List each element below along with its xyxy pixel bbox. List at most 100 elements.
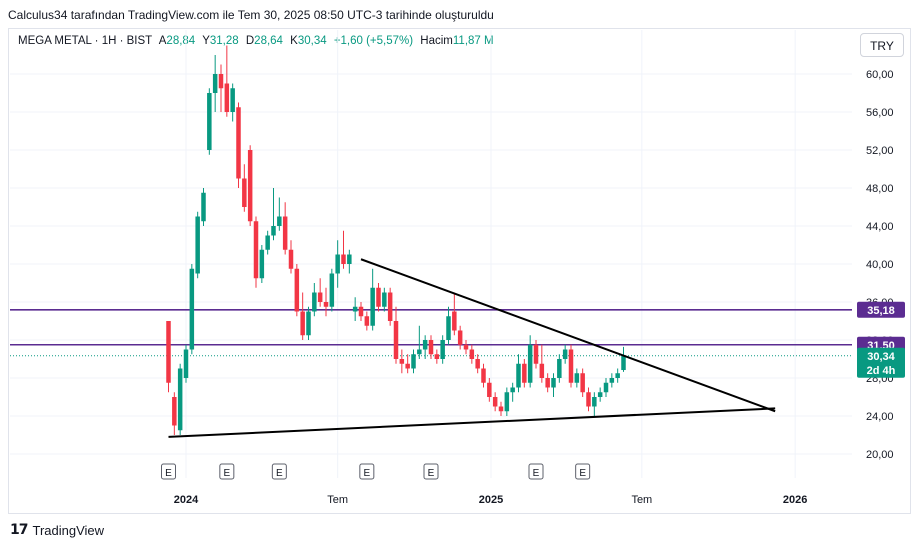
- candle-body[interactable]: [183, 349, 189, 379]
- y-tick-label: 60,00: [866, 69, 894, 81]
- candle-body[interactable]: [212, 74, 218, 93]
- candle-body[interactable]: [545, 378, 550, 388]
- earnings-marker-icon[interactable]: [423, 463, 439, 480]
- earnings-marker-label: E: [363, 468, 370, 479]
- candle-body[interactable]: [230, 88, 235, 112]
- candle-body[interactable]: [469, 349, 475, 360]
- candle-body[interactable]: [393, 321, 399, 359]
- candle-body[interactable]: [317, 292, 323, 303]
- candle-body[interactable]: [592, 397, 597, 407]
- candle-body[interactable]: [352, 306, 358, 312]
- trendline[interactable]: [168, 407, 776, 438]
- candle-body[interactable]: [568, 349, 574, 383]
- candle-body[interactable]: [504, 392, 510, 412]
- candle-body[interactable]: [247, 150, 253, 222]
- candle-body[interactable]: [341, 254, 346, 265]
- currency-button[interactable]: TRY: [860, 33, 904, 57]
- candle-body[interactable]: [265, 235, 270, 250]
- candle-body[interactable]: [358, 306, 364, 317]
- candle-body[interactable]: [288, 249, 294, 269]
- candle-body[interactable]: [446, 316, 451, 340]
- candle-body[interactable]: [294, 268, 300, 312]
- earnings-marker-icon[interactable]: [271, 463, 287, 480]
- candle-body[interactable]: [312, 292, 317, 312]
- candle-body[interactable]: [597, 392, 603, 397]
- candle-body[interactable]: [481, 368, 486, 383]
- x-tick-label: Tem: [631, 494, 652, 506]
- candle-body[interactable]: [207, 93, 212, 150]
- candle-body[interactable]: [376, 287, 381, 307]
- candle-body[interactable]: [382, 292, 387, 307]
- y-tick-label: 40,00: [866, 259, 894, 271]
- candle-body[interactable]: [201, 192, 206, 222]
- tradingview-brand: TradingView: [32, 522, 105, 538]
- candle-body[interactable]: [557, 359, 562, 378]
- candle-body[interactable]: [277, 216, 282, 227]
- candle-body[interactable]: [440, 340, 445, 359]
- candle-body[interactable]: [580, 373, 585, 393]
- candle-body[interactable]: [522, 363, 527, 383]
- candle-body[interactable]: [434, 354, 440, 359]
- candle-body[interactable]: [463, 344, 469, 350]
- trendline[interactable]: [360, 258, 776, 413]
- candle-body[interactable]: [177, 368, 183, 431]
- candle-body[interactable]: [551, 378, 556, 388]
- candle-body[interactable]: [347, 254, 352, 265]
- candle-body[interactable]: [387, 292, 393, 322]
- candle-body[interactable]: [364, 316, 370, 326]
- candle-body[interactable]: [218, 74, 224, 89]
- candle-body[interactable]: [516, 363, 521, 388]
- candle-body[interactable]: [242, 178, 247, 208]
- earnings-marker-icon[interactable]: [161, 463, 176, 480]
- candle-body[interactable]: [475, 359, 480, 369]
- tradingview-footer[interactable]: 17 TradingView: [10, 522, 104, 538]
- high-value: 31,28: [209, 35, 239, 47]
- candle-body[interactable]: [527, 344, 533, 383]
- candle-body[interactable]: [282, 216, 288, 250]
- earnings-marker-icon[interactable]: [219, 463, 235, 480]
- candle-body[interactable]: [603, 382, 609, 393]
- earnings-marker-icon[interactable]: [359, 463, 375, 480]
- candle-body[interactable]: [236, 107, 241, 179]
- candle-body[interactable]: [166, 321, 171, 383]
- candle-body[interactable]: [562, 349, 568, 360]
- candle-body[interactable]: [621, 355, 626, 371]
- candle-body[interactable]: [224, 83, 230, 113]
- candle-body[interactable]: [457, 330, 463, 345]
- candle-body[interactable]: [586, 392, 591, 407]
- last-price-badge: [857, 347, 905, 378]
- candle-body[interactable]: [300, 311, 305, 336]
- candle-body[interactable]: [417, 349, 422, 355]
- candle-body[interactable]: [399, 359, 405, 364]
- candle-body[interactable]: [615, 373, 620, 378]
- earnings-marker-label: E: [165, 468, 172, 479]
- candle-body[interactable]: [335, 254, 340, 274]
- candle-body[interactable]: [422, 340, 428, 350]
- candle-body[interactable]: [370, 287, 375, 326]
- candle-body[interactable]: [329, 273, 335, 307]
- candle-body[interactable]: [259, 249, 265, 279]
- candle-body[interactable]: [306, 311, 311, 336]
- candle-body[interactable]: [195, 216, 200, 274]
- candle-body[interactable]: [574, 373, 580, 383]
- candle-body[interactable]: [609, 378, 615, 383]
- earnings-marker-icon[interactable]: [575, 463, 591, 480]
- candle-body[interactable]: [533, 344, 539, 364]
- candle-body[interactable]: [452, 311, 457, 331]
- candle-body[interactable]: [253, 221, 259, 279]
- candle-body[interactable]: [487, 382, 492, 397]
- candle-body[interactable]: [189, 268, 195, 350]
- candle-body[interactable]: [323, 302, 329, 307]
- candle-body[interactable]: [428, 340, 434, 355]
- symbol-name[interactable]: MEGA METAL · 1H · BIST: [18, 35, 153, 47]
- earnings-marker-icon[interactable]: [528, 463, 544, 480]
- candle-body[interactable]: [172, 397, 177, 426]
- candle-body[interactable]: [405, 363, 410, 369]
- candle-body[interactable]: [411, 354, 416, 369]
- candle-body[interactable]: [510, 387, 515, 393]
- candle-body[interactable]: [498, 406, 504, 412]
- candle-body[interactable]: [492, 397, 498, 407]
- candle-body[interactable]: [271, 226, 276, 236]
- candle-body[interactable]: [539, 363, 545, 378]
